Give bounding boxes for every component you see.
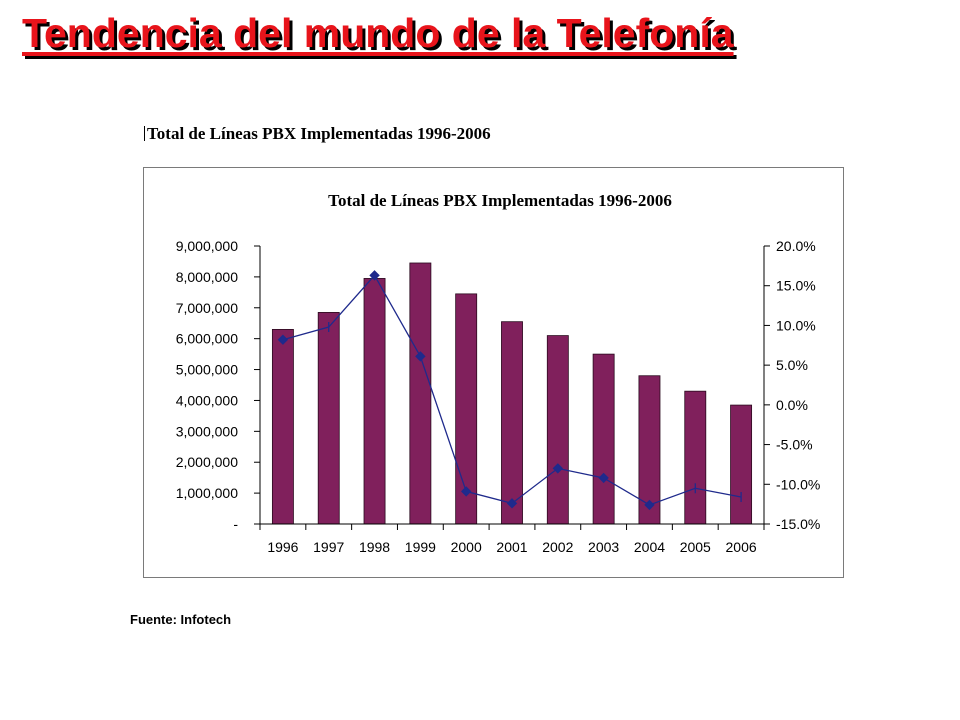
bar-2002: [546, 335, 569, 525]
line-point-1998: [369, 270, 380, 281]
pbx-lines-chart: Total de Líneas PBX Implementadas 1996-2…: [176, 191, 821, 555]
right-tick-label: -5.0%: [776, 437, 813, 453]
x-tick-label-2002: 2002: [542, 539, 573, 555]
left-tick-label: 4,000,000: [176, 392, 238, 408]
right-tick-label: -15.0%: [776, 516, 820, 532]
right-tick-label: 15.0%: [776, 278, 816, 294]
left-tick-label: 9,000,000: [176, 238, 238, 254]
bar-2003: [592, 353, 615, 525]
slide-title: Tendencia del mundo de la Telefonía: [22, 10, 734, 56]
x-tick-label-2005: 2005: [680, 539, 711, 555]
x-tick-label-1997: 1997: [313, 539, 344, 555]
x-tick-label-1999: 1999: [405, 539, 436, 555]
right-tick-label: 20.0%: [776, 238, 816, 254]
bar-2001: [501, 321, 523, 525]
chart-title: Total de Líneas PBX Implementadas 1996-2…: [328, 191, 672, 210]
bar-1998: [363, 278, 386, 525]
x-tick-label-2001: 2001: [496, 539, 527, 555]
x-tick-label-1996: 1996: [267, 539, 298, 555]
bar-1997: [317, 312, 340, 525]
left-tick-label: 2,000,000: [176, 454, 238, 470]
bar-1996: [271, 328, 294, 525]
x-tick-label-2006: 2006: [726, 539, 757, 555]
line-point-2003: [598, 472, 609, 484]
left-tick-label: 6,000,000: [176, 331, 238, 347]
right-tick-label: 10.0%: [776, 317, 816, 333]
figure-caption: Total de Líneas PBX Implementadas 1996-2…: [144, 124, 491, 144]
line-point-2002: [552, 463, 564, 474]
source-note: Fuente: Infotech: [130, 612, 232, 627]
left-tick-label: 8,000,000: [176, 269, 238, 285]
bar-1999: [409, 262, 432, 525]
right-tick-label: 0.0%: [776, 397, 808, 413]
x-tick-label-2004: 2004: [634, 539, 665, 555]
left-tick-label: 5,000,000: [176, 362, 238, 378]
left-tick-label: -: [233, 516, 238, 532]
right-tick-label: -10.0%: [776, 476, 820, 492]
right-tick-label: 5.0%: [776, 357, 808, 373]
line-point-2000: [460, 486, 472, 497]
x-tick-label-2003: 2003: [588, 539, 619, 555]
bar-2006: [730, 404, 753, 525]
left-tick-label: 1,000,000: [176, 485, 238, 501]
caption-marker: [144, 126, 145, 141]
figure-caption-text: Total de Líneas PBX Implementadas 1996-2…: [147, 124, 491, 143]
line-point-2004: [644, 499, 655, 511]
left-tick-label: 7,000,000: [176, 300, 238, 316]
x-tick-label-2000: 2000: [451, 539, 482, 555]
x-tick-label-1998: 1998: [359, 539, 390, 555]
left-tick-label: 3,000,000: [176, 423, 238, 439]
chart-frame: Total de Líneas PBX Implementadas 1996-2…: [143, 167, 844, 578]
line-point-2001: [506, 498, 518, 509]
bar-2005: [684, 390, 707, 525]
line-point-1996: [277, 334, 289, 345]
line-point-1999: [415, 351, 426, 362]
